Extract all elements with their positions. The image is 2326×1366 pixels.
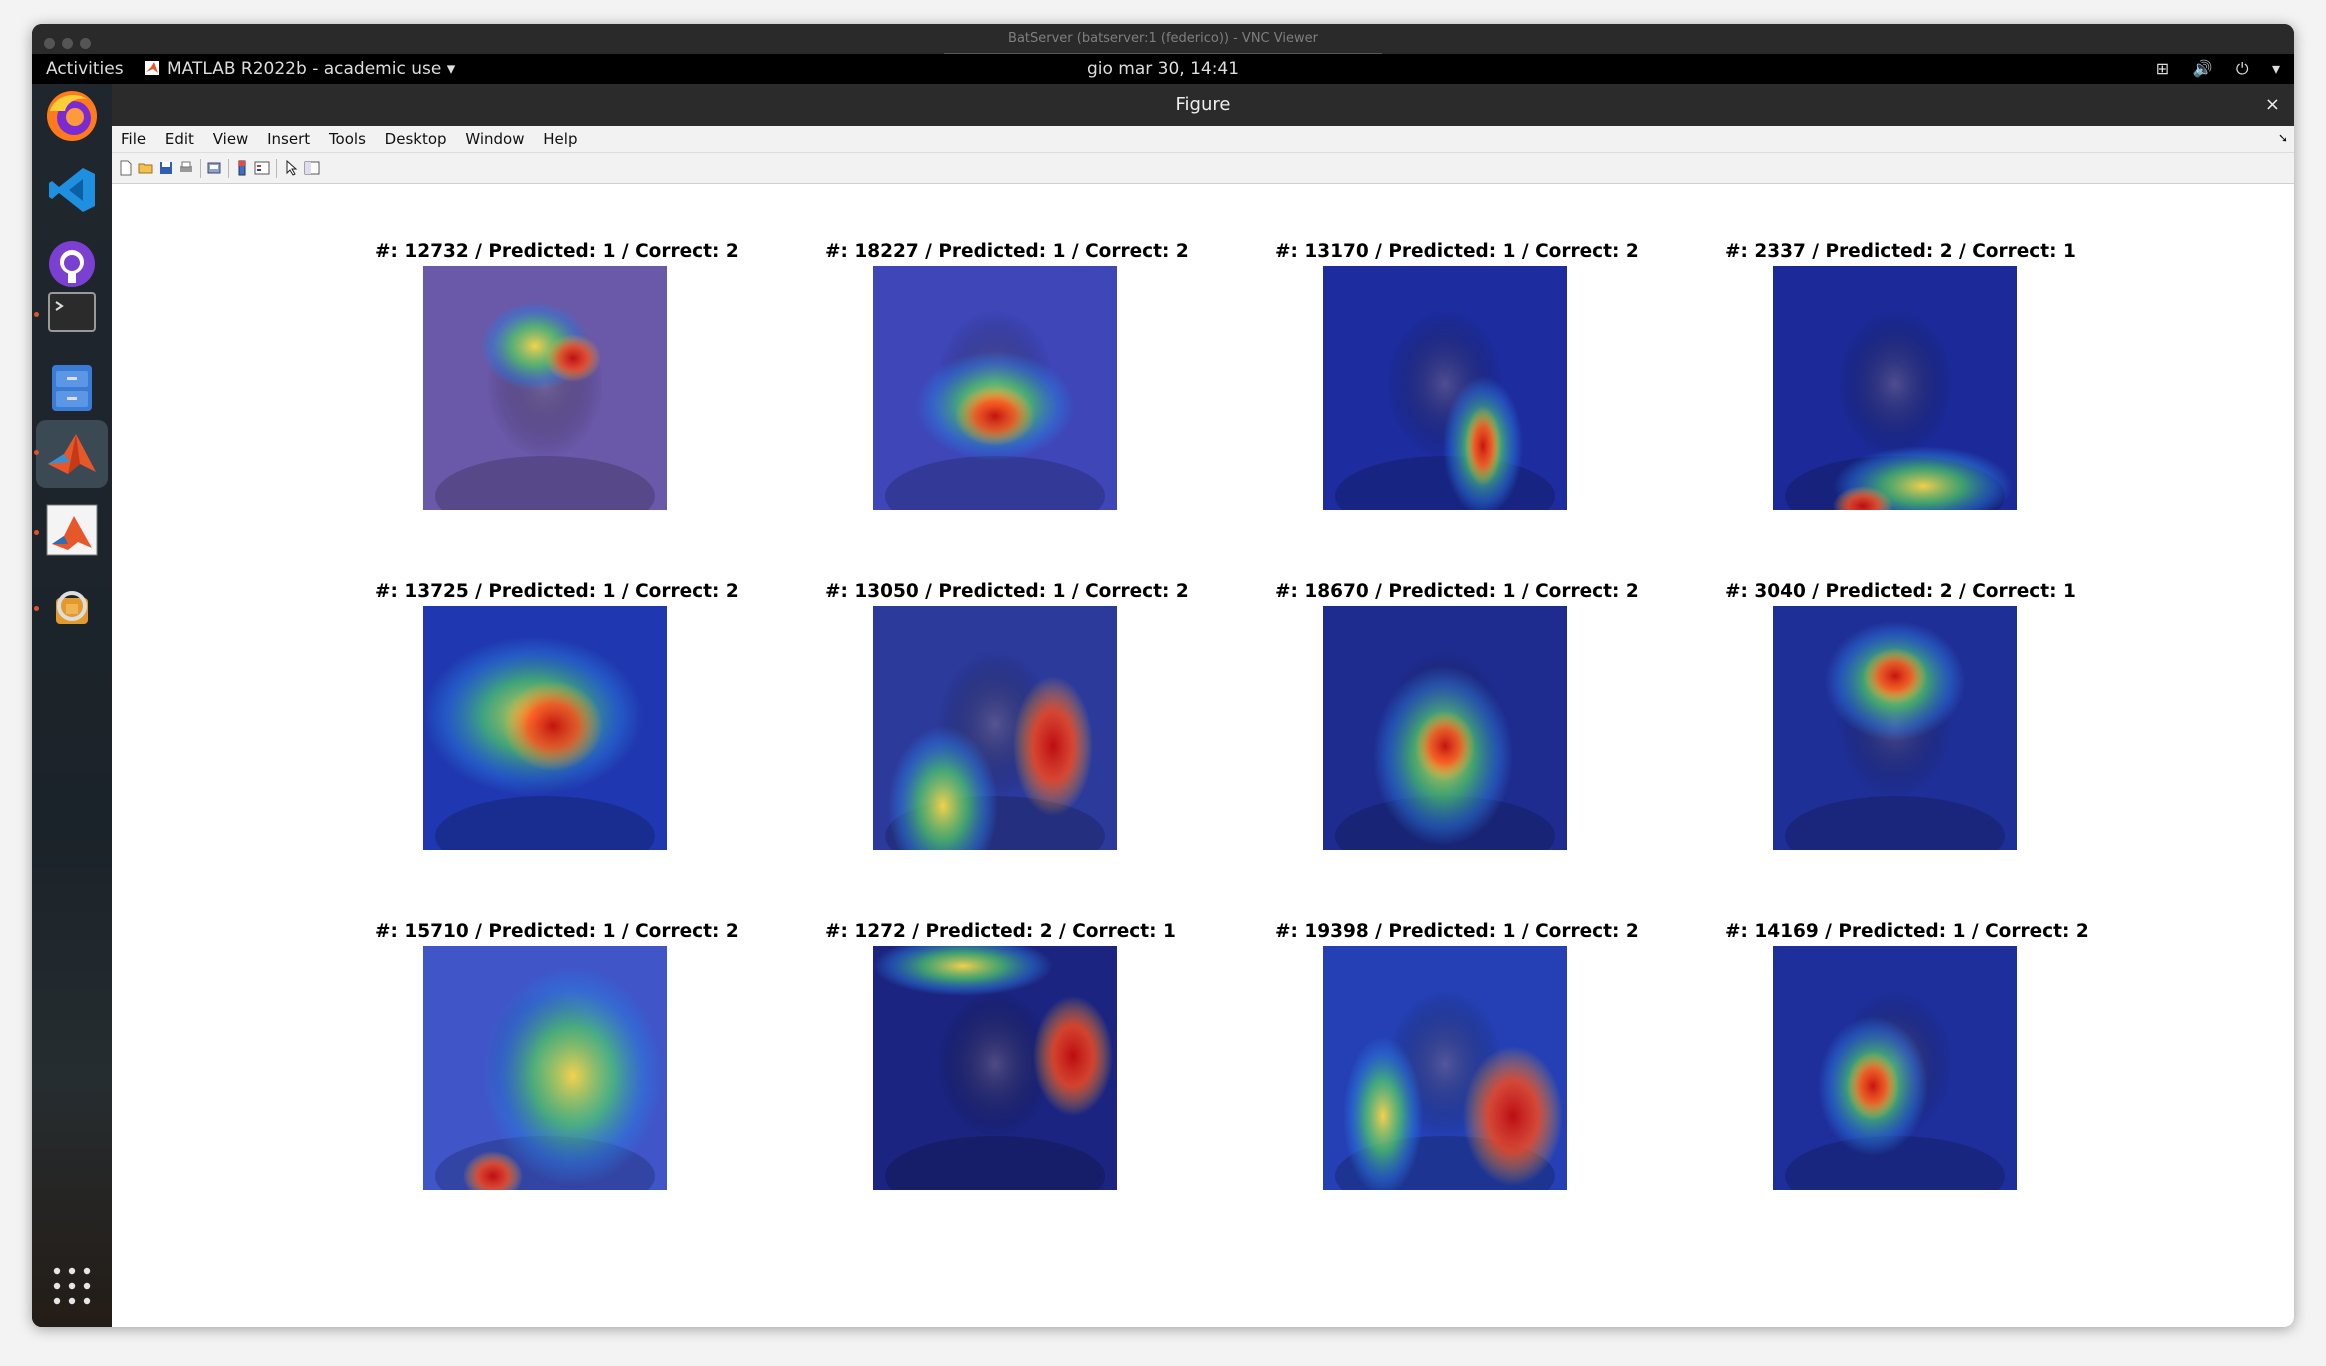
save-icon[interactable] [158, 160, 174, 176]
network-icon[interactable]: ⊞ [2155, 59, 2170, 78]
dock-figure-icon[interactable]: ➘ [2277, 131, 2288, 145]
matlab-icon [145, 61, 159, 75]
menu-edit[interactable]: Edit [164, 130, 194, 148]
matlab-figure-window: Figure × File Edit View Insert Tools Des… [112, 84, 2294, 1327]
gradcam-panel: #: 3040 / Predicted: 2 / Correct: 1 [1725, 580, 2076, 850]
panel-title: #: 3040 / Predicted: 2 / Correct: 1 [1725, 581, 2076, 602]
panel-title: #: 18227 / Predicted: 1 / Correct: 2 [825, 241, 1189, 262]
volume-icon[interactable]: 🔊 [2192, 59, 2213, 78]
gradcam-panel: #: 18227 / Predicted: 1 / Correct: 2 [825, 240, 1189, 510]
property-inspector-icon[interactable] [304, 160, 320, 176]
close-icon[interactable]: × [2264, 94, 2280, 115]
heatmap-image [423, 606, 667, 850]
menu-view[interactable]: View [212, 130, 249, 148]
figure-title: Figure [112, 84, 2294, 126]
app-menu-label: MATLAB R2022b - academic use [167, 59, 442, 79]
menu-help[interactable]: Help [543, 130, 578, 148]
heatmap-image [873, 606, 1117, 850]
heatmap-image [1773, 266, 2017, 510]
panel-title: #: 13050 / Predicted: 1 / Correct: 2 [825, 581, 1189, 602]
matlab-figure-icon[interactable] [44, 502, 100, 558]
dock [32, 84, 112, 1327]
heatmap-image [1773, 946, 2017, 1190]
gradcam-panel: #: 14169 / Predicted: 1 / Correct: 2 [1725, 920, 2089, 1190]
activities-button[interactable]: Activities [46, 59, 124, 79]
menu-file[interactable]: File [121, 130, 147, 148]
gradcam-panel: #: 18670 / Predicted: 1 / Correct: 2 [1275, 580, 1639, 850]
heatmap-image [1323, 606, 1567, 850]
figure-canvas: #: 12732 / Predicted: 1 / Correct: 2 #: … [112, 184, 2294, 1327]
gradcam-panel: #: 12732 / Predicted: 1 / Correct: 2 [375, 240, 739, 510]
system-tray[interactable]: ⊞ 🔊 ⏻ ▾ [2138, 54, 2280, 84]
clock[interactable]: gio mar 30, 14:41 [1086, 59, 1240, 79]
gradcam-panel: #: 13170 / Predicted: 1 / Correct: 2 [1275, 240, 1639, 510]
menu-window[interactable]: Window [465, 130, 525, 148]
panel-title: #: 19398 / Predicted: 1 / Correct: 2 [1275, 921, 1639, 942]
github-icon[interactable] [44, 236, 100, 292]
figure-toolbar [112, 153, 2294, 184]
panel-title: #: 14169 / Predicted: 1 / Correct: 2 [1725, 921, 2089, 942]
heatmap-image [1323, 946, 1567, 1190]
power-icon[interactable]: ⏻ [2235, 59, 2249, 78]
heatmap-image [873, 266, 1117, 510]
panel-title: #: 18670 / Predicted: 1 / Correct: 2 [1275, 581, 1639, 602]
panel-title: #: 1272 / Predicted: 2 / Correct: 1 [825, 921, 1176, 942]
app-grid-icon[interactable] [44, 1258, 100, 1314]
panel-title: #: 13170 / Predicted: 1 / Correct: 2 [1275, 241, 1639, 262]
panel-title: #: 12732 / Predicted: 1 / Correct: 2 [375, 241, 739, 262]
heatmap-image [423, 266, 667, 510]
panel-title: #: 13725 / Predicted: 1 / Correct: 2 [375, 581, 739, 602]
heatmap-image [1773, 606, 2017, 850]
gradcam-panel: #: 13050 / Predicted: 1 / Correct: 2 [825, 580, 1189, 850]
gradcam-panel: #: 2337 / Predicted: 2 / Correct: 1 [1725, 240, 2076, 510]
menu-desktop[interactable]: Desktop [384, 130, 447, 148]
window-controls[interactable] [44, 34, 98, 53]
vnc-viewer-window: BatServer (batserver:1 (federico)) - VNC… [32, 24, 2294, 1327]
gradcam-panel: #: 13725 / Predicted: 1 / Correct: 2 [375, 580, 739, 850]
gnome-top-bar: Activities MATLAB R2022b - academic use … [32, 54, 2294, 84]
open-icon[interactable] [138, 160, 154, 176]
chevron-down-icon[interactable]: ▾ [2271, 59, 2280, 78]
edit-plot-icon[interactable] [284, 160, 300, 176]
vscode-icon[interactable] [44, 162, 100, 218]
gradcam-panel: #: 19398 / Predicted: 1 / Correct: 2 [1275, 920, 1639, 1190]
print-icon[interactable] [178, 160, 194, 176]
terminal-icon[interactable] [44, 284, 100, 340]
menu-bar: File Edit View Insert Tools Desktop Wind… [112, 126, 2294, 153]
software-updater-icon[interactable] [44, 578, 100, 634]
vnc-title-bar: BatServer (batserver:1 (federico)) - VNC… [32, 24, 2294, 54]
panel-title: #: 15710 / Predicted: 1 / Correct: 2 [375, 921, 739, 942]
insert-legend-icon[interactable] [254, 160, 270, 176]
heatmap-image [423, 946, 667, 1190]
gradcam-panel: #: 15710 / Predicted: 1 / Correct: 2 [375, 920, 739, 1190]
new-figure-icon[interactable] [118, 160, 134, 176]
menu-insert[interactable]: Insert [267, 130, 311, 148]
vnc-window-title: BatServer (batserver:1 (federico)) - VNC… [1008, 31, 1318, 46]
menu-tools[interactable]: Tools [328, 130, 366, 148]
heatmap-image [1323, 266, 1567, 510]
gradcam-panel: #: 1272 / Predicted: 2 / Correct: 1 [825, 920, 1176, 1190]
insert-colorbar-icon[interactable] [234, 160, 250, 176]
print-preview-icon[interactable] [206, 160, 222, 176]
firefox-icon[interactable] [44, 88, 100, 144]
heatmap-image [873, 946, 1117, 1190]
matlab-icon[interactable] [44, 426, 100, 482]
file-manager-icon[interactable] [44, 360, 100, 416]
app-menu[interactable]: MATLAB R2022b - academic use ▾ [145, 54, 455, 84]
panel-title: #: 2337 / Predicted: 2 / Correct: 1 [1725, 241, 2076, 262]
